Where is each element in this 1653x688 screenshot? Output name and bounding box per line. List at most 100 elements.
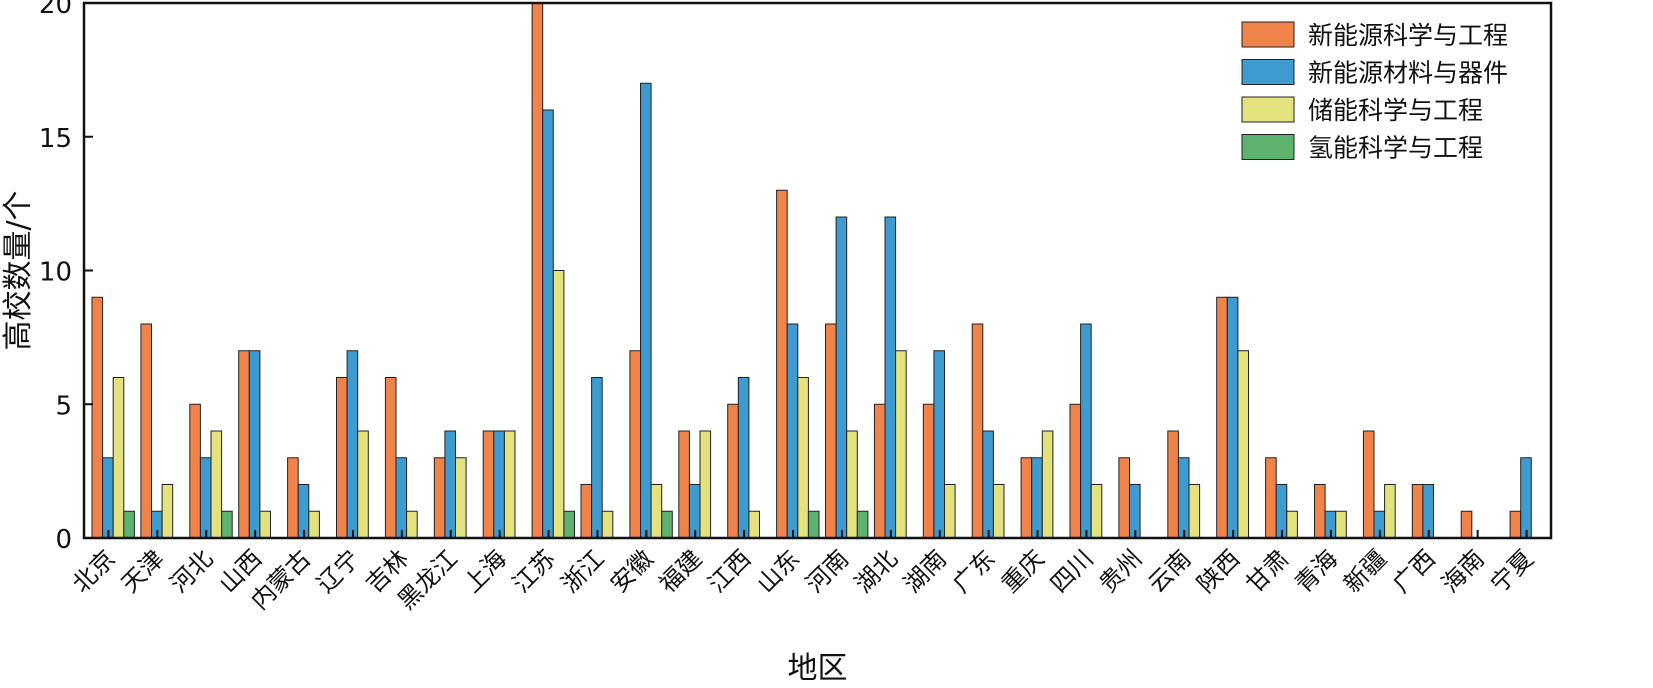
legend-label: 氢能科学与工程: [1308, 134, 1483, 163]
bar: [221, 510, 233, 539]
y-tick-label: 15: [39, 124, 72, 154]
bar: [123, 510, 135, 539]
x-tick-label: 贵州: [1094, 544, 1148, 598]
bar: [580, 484, 593, 539]
x-tick-label: 北京: [67, 544, 121, 598]
bar: [1520, 457, 1532, 539]
bar: [1020, 457, 1033, 539]
bar: [357, 430, 369, 539]
x-tick-label: 新疆: [1338, 544, 1392, 598]
x-tick-label: 四川: [1045, 544, 1099, 598]
legend-label: 储能科学与工程: [1308, 96, 1483, 125]
bar: [248, 350, 261, 539]
bar: [884, 216, 897, 539]
x-tick-label: 浙江: [556, 544, 610, 598]
x-tick-label: 湖北: [849, 544, 903, 598]
bar: [1237, 350, 1250, 539]
bar: [308, 510, 320, 539]
bar: [856, 510, 869, 539]
x-tick-label: 云南: [1143, 544, 1197, 598]
bar: [971, 323, 984, 539]
bar: [1411, 484, 1424, 539]
x-tick-label: 甘肃: [1241, 544, 1295, 598]
bar: [776, 189, 788, 539]
bar: [199, 457, 212, 539]
y-axis-label: 高校数量/个: [1, 190, 36, 350]
bar: [786, 323, 799, 539]
bar: [650, 484, 663, 539]
x-tick-label: 青海: [1289, 544, 1343, 598]
x-tick-label: 广西: [1387, 544, 1441, 598]
bar: [444, 430, 456, 539]
bar: [591, 377, 603, 539]
bar: [433, 457, 446, 539]
bar: [1460, 510, 1473, 539]
bar: [737, 377, 750, 539]
x-tick-label: 江苏: [507, 544, 561, 598]
bar: [807, 510, 820, 539]
y-axis: 0 5 10 15 20: [39, 0, 93, 555]
bar: [1275, 484, 1288, 539]
x-tick-label: 广东: [947, 544, 1001, 598]
bar: [563, 510, 576, 539]
y-tick-label: 20: [39, 0, 72, 20]
bar: [1177, 457, 1190, 539]
bar: [629, 350, 642, 539]
bar: [688, 484, 701, 539]
bar: [1090, 484, 1103, 539]
bar: [1226, 296, 1239, 539]
bar: [1314, 484, 1326, 539]
bar: [922, 403, 935, 539]
bar: [1265, 457, 1277, 539]
x-tick-label: 湖南: [898, 544, 952, 598]
x-tick-label: 重庆: [996, 544, 1050, 598]
bar: [482, 430, 495, 539]
x-tick-label: 江西: [703, 544, 757, 598]
y-tick-label: 0: [55, 525, 72, 555]
bar: [259, 510, 271, 539]
x-tick-label: 安徽: [605, 544, 659, 598]
bars-layer: [91, 2, 1532, 539]
x-tick-label: 天津: [116, 544, 170, 598]
bar: [1422, 484, 1435, 539]
legend-label: 新能源科学与工程: [1308, 21, 1508, 50]
bar: [1188, 484, 1201, 539]
bar: [406, 510, 418, 539]
bar: [552, 270, 565, 539]
bar: [1069, 403, 1082, 539]
bar: [336, 377, 348, 539]
bar: [1129, 484, 1141, 539]
bar: [503, 430, 516, 539]
bar: [1167, 430, 1179, 539]
x-tick-label: 辽宁: [311, 544, 365, 598]
x-tick-label: 上海: [458, 544, 512, 598]
x-tick-label: 陕西: [1192, 544, 1246, 598]
bar: [982, 430, 994, 539]
bar: [395, 457, 408, 539]
bar: [1216, 296, 1228, 539]
x-tick-label: 河北: [165, 544, 219, 598]
bar: [678, 430, 690, 539]
bar: [238, 350, 250, 539]
bar: [797, 377, 809, 539]
bar: [189, 403, 201, 539]
bar: [210, 430, 223, 539]
bar: [699, 430, 712, 539]
bar: [601, 510, 614, 539]
bar: [1080, 323, 1092, 539]
bar: [1118, 457, 1131, 539]
bar: [661, 510, 673, 539]
bar: [1509, 510, 1522, 539]
x-tick-label: 山东: [752, 544, 806, 598]
bar: [1286, 510, 1298, 539]
x-axis-label: 地区: [788, 651, 848, 686]
y-tick-label: 10: [39, 258, 72, 288]
x-tick-label: 河南: [800, 544, 854, 598]
bar: [102, 457, 114, 539]
bar: [531, 2, 544, 539]
bar: [825, 323, 837, 539]
bar: [346, 350, 359, 539]
bar: [933, 350, 946, 539]
bar: [1384, 484, 1396, 539]
